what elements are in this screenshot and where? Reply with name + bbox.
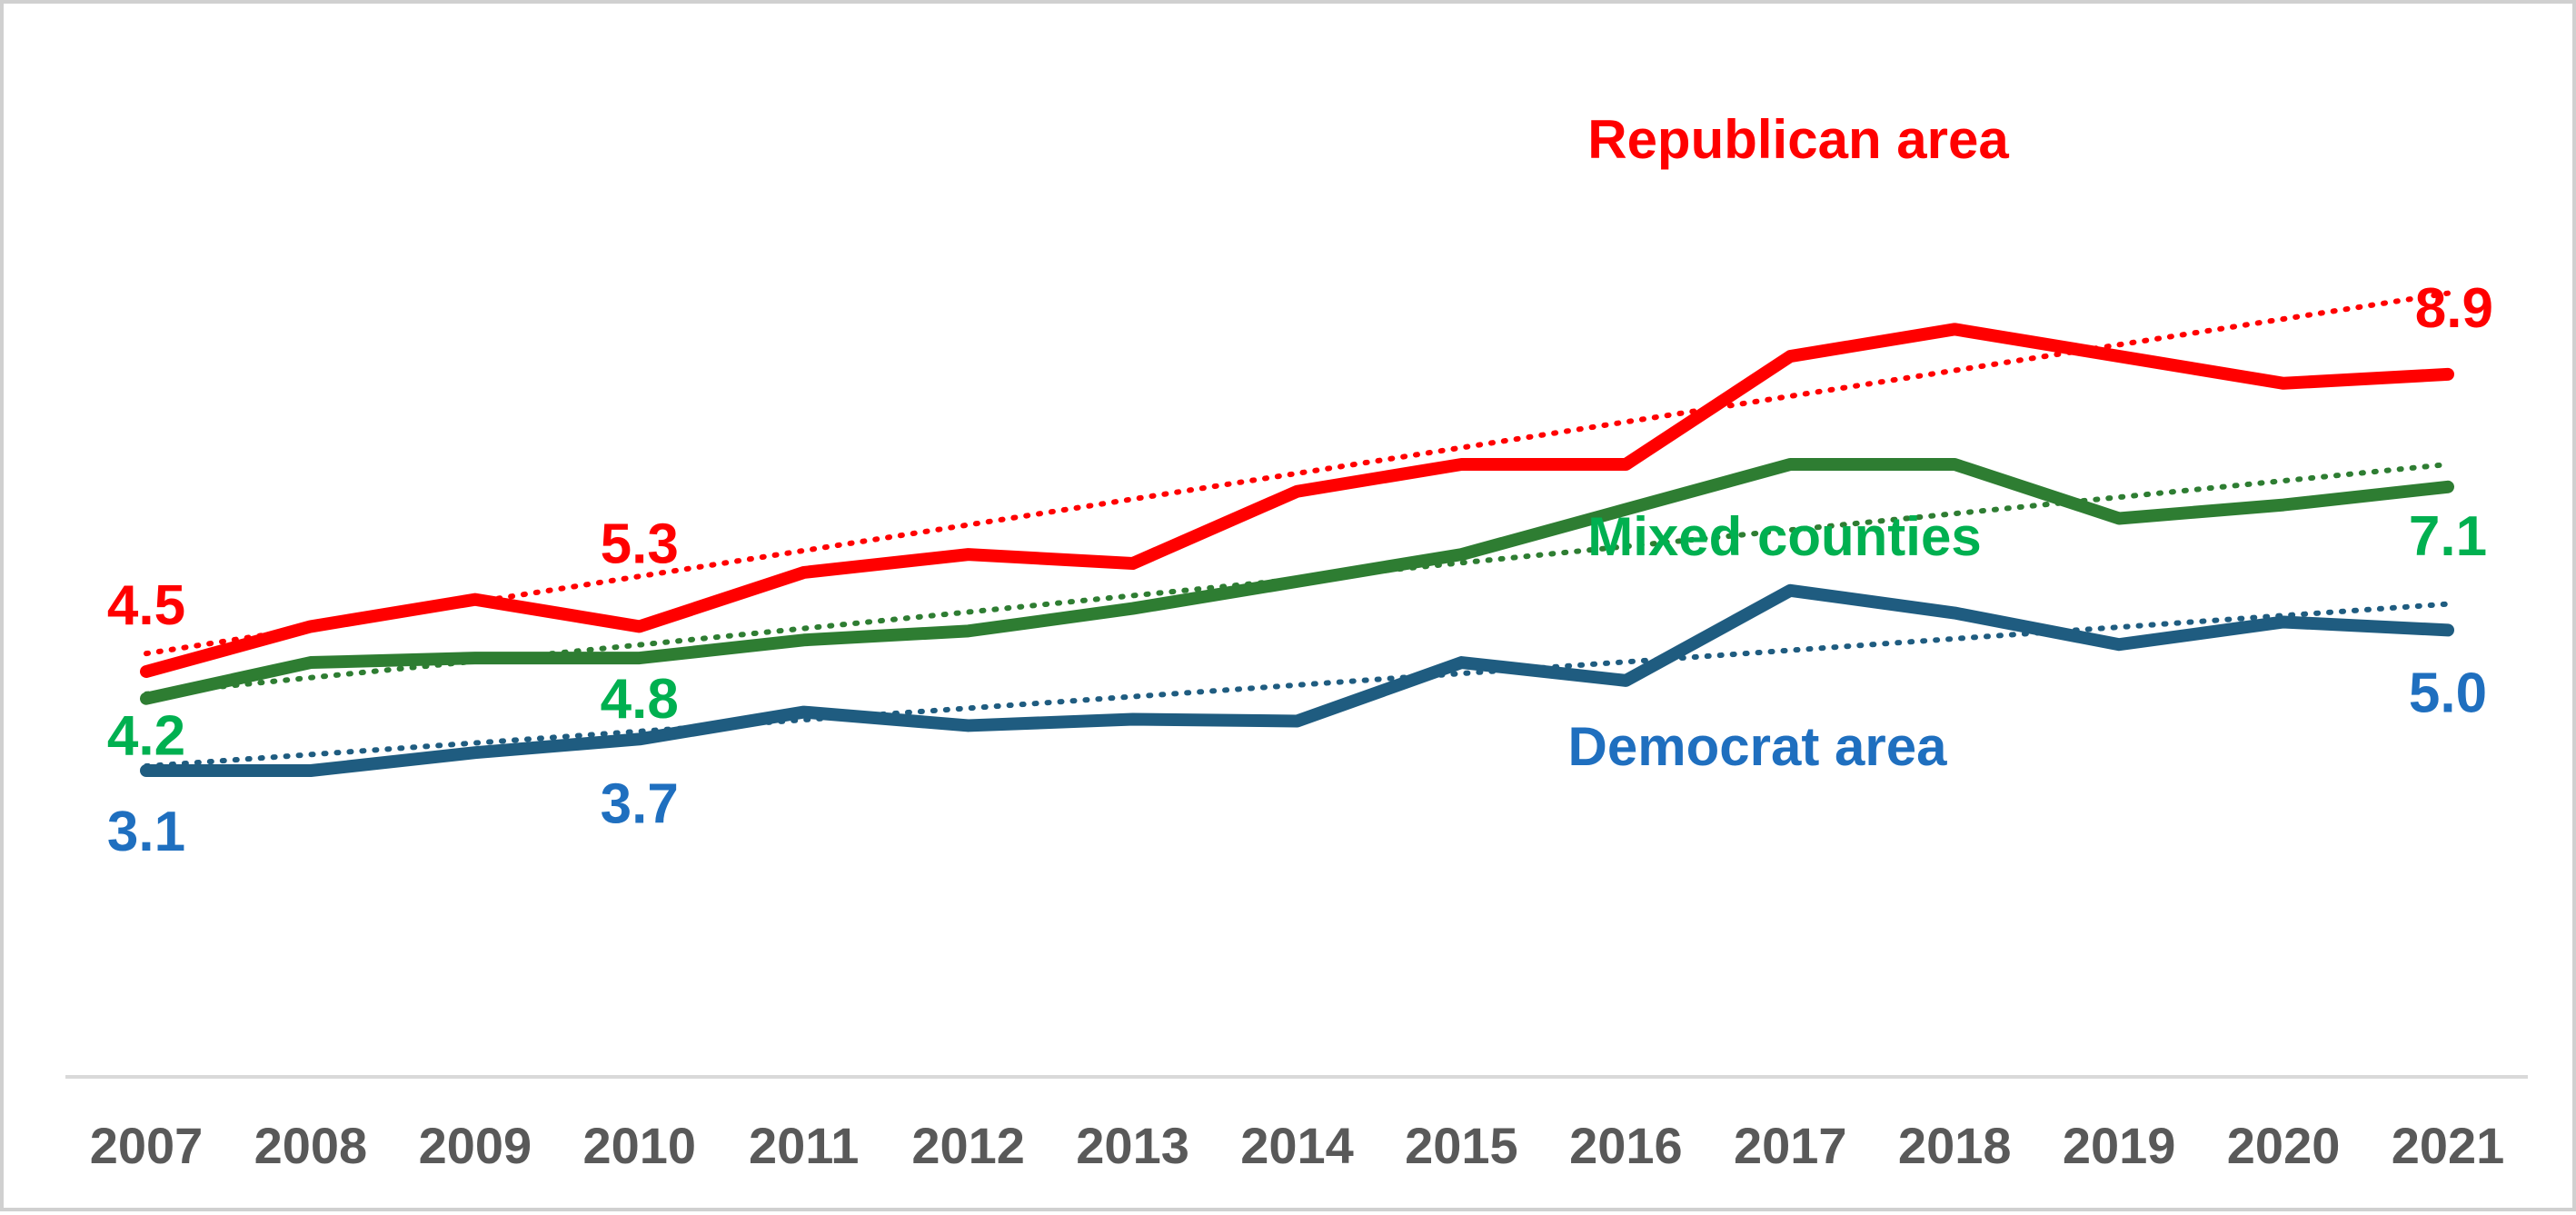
x-tick-label-2017: 2017: [1734, 1117, 1847, 1174]
x-tick-label-2013: 2013: [1076, 1117, 1189, 1174]
mixed-counties-data-label-2010: 4.8: [601, 668, 679, 731]
x-tick-label-2020: 2020: [2227, 1117, 2341, 1174]
republican-area-line: [140, 323, 2454, 678]
x-tick-label-2015: 2015: [1405, 1117, 1518, 1174]
x-tick-label-2010: 2010: [582, 1117, 696, 1174]
democrat-area-trendline: [144, 601, 2451, 770]
series-lines: [140, 323, 2454, 777]
x-tick-label-2016: 2016: [1569, 1117, 1683, 1174]
data-labels: 4.5 5.3 8.9 4.2 4.8 7.1 3.1 3.7 5.0: [107, 277, 2493, 863]
mixed-counties-line: [140, 458, 2454, 705]
line-chart: 2007 2008 2009 2010 2011 2012 2013 2014 2015 2016…: [65, 109, 2528, 1174]
trendlines: [144, 290, 2451, 770]
republican-area-data-label-2007: 4.5: [107, 574, 185, 637]
x-tick-label-2021: 2021: [2392, 1117, 2505, 1174]
republican-area-data-label-2010: 5.3: [601, 513, 679, 575]
mixed-counties-data-label-2007: 4.2: [107, 705, 185, 768]
democrat-area-line: [140, 583, 2454, 777]
democrat-area-data-label-2007: 3.1: [107, 801, 185, 863]
x-tick-label-2018: 2018: [1898, 1117, 2012, 1174]
x-tick-labels: 2007 2008 2009 2010 2011 2012 2013 2014 2015 2016…: [90, 1117, 2505, 1174]
republican-area-name-label: Republican area: [1587, 109, 2009, 170]
mixed-counties-data-label-2021: 7.1: [2409, 505, 2487, 568]
republican-area-data-label-2021: 8.9: [2415, 277, 2493, 340]
x-tick-label-2019: 2019: [2063, 1117, 2176, 1174]
x-tick-label-2014: 2014: [1240, 1117, 1354, 1174]
series-name-labels: Republican area Mixed counties Democrat ar…: [1568, 109, 2010, 777]
democrat-area-data-label-2010: 3.7: [601, 772, 679, 835]
democrat-area-name-label: Democrat area: [1568, 716, 1948, 777]
democrat-area-data-label-2021: 5.0: [2409, 662, 2487, 724]
x-tick-label-2009: 2009: [419, 1117, 532, 1174]
mixed-counties-name-label: Mixed counties: [1587, 506, 1981, 567]
x-tick-label-2007: 2007: [90, 1117, 204, 1174]
x-tick-label-2008: 2008: [254, 1117, 368, 1174]
x-tick-label-2012: 2012: [911, 1117, 1025, 1174]
x-tick-label-2011: 2011: [749, 1117, 860, 1174]
